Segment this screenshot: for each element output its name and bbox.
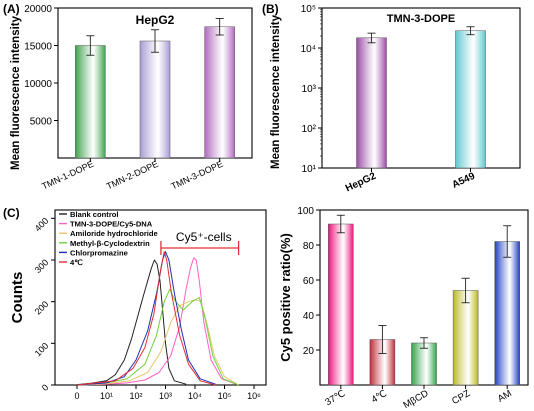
- y-tick-label-a: 15000: [24, 42, 52, 53]
- y-tick-label-c2: 100: [297, 206, 314, 217]
- panel-label-b: (B): [262, 2, 279, 16]
- y-tick-label-c1: 300: [33, 257, 51, 275]
- bar-a549: [455, 30, 486, 169]
- x-tick-label-c1: 10⁵: [218, 391, 232, 401]
- series-line-3: [76, 288, 239, 386]
- chart-title-b: TMN-3-DOPE: [387, 13, 455, 25]
- series-line-5: [76, 251, 216, 386]
- y-tick-label-b: 10⁵: [301, 4, 316, 15]
- legend-label: Blank control: [70, 210, 119, 219]
- series-line-0: [76, 259, 187, 386]
- chart-title-a: HepG2: [136, 13, 175, 27]
- y-axis-label-a: Mean fluorescence intensity: [10, 15, 22, 170]
- x-tick-label-b: A549: [450, 171, 477, 191]
- legend-label: Chlorpromazine: [70, 248, 128, 257]
- x-tick-label-c2: AM: [496, 388, 514, 405]
- y-tick-label-c2: 40: [303, 311, 315, 322]
- x-tick-label-c2: CPZ: [450, 388, 472, 407]
- y-tick-label-c1: 400: [33, 216, 51, 234]
- bar-tmn-3-dope: [204, 26, 235, 159]
- y-tick-label-b: 10²: [302, 124, 317, 135]
- y-tick-label-b: 10³: [302, 84, 317, 95]
- panel-label-a: (A): [3, 2, 20, 16]
- bar-c2-2: [411, 342, 437, 386]
- y-tick-label-c2: 80: [303, 241, 315, 252]
- bar-c2-4: [494, 241, 520, 386]
- plot-frame-b: [321, 7, 521, 169]
- bar-c2-0: [328, 223, 354, 386]
- y-tick-label-c1: 0: [40, 382, 51, 393]
- x-tick-label-c1: 10⁴: [188, 391, 202, 401]
- series-line-2: [76, 299, 239, 386]
- x-tick-label-c1: 10²: [129, 391, 142, 401]
- gate-label: Cy5⁺-cells: [176, 230, 232, 244]
- x-tick-label-c2: 4℃: [370, 388, 390, 406]
- y-tick-label-c2: 20: [303, 346, 315, 357]
- plot-frame-c1: [54, 209, 267, 386]
- y-tick-label-c2: 60: [303, 276, 315, 287]
- x-tick-label-c2: 37℃: [323, 388, 347, 408]
- y-tick-label-b: 10¹: [302, 164, 317, 175]
- y-axis-label-b: Mean fluorescence intensity: [270, 14, 282, 169]
- x-tick-label-b: HepG2: [344, 171, 378, 195]
- y-tick-label-c1: 200: [33, 299, 51, 317]
- x-tick-label-c1: 10³: [159, 391, 172, 401]
- x-tick-label-c1: 10¹: [100, 391, 113, 401]
- y-tick-label-a: 20000: [24, 4, 52, 15]
- x-tick-label-a: TMN-2-DOPE: [105, 159, 160, 192]
- x-tick-label-a: TMN-1-DOPE: [40, 159, 95, 192]
- bar-hepg2: [356, 37, 387, 169]
- legend-label: 4℃: [70, 258, 83, 267]
- x-tick-label-c1: 0: [74, 391, 79, 401]
- legend-label: Amiloride hydrochloride: [70, 229, 158, 238]
- x-tick-label-c2: MβCD: [402, 388, 431, 411]
- y-tick-label-a: 5000: [30, 117, 53, 128]
- bar-tmn-1-dope: [75, 45, 106, 159]
- panel-label-c: (C): [3, 206, 20, 220]
- legend-label: TMN-3-DOPE/Cy5-DNA: [70, 220, 153, 229]
- y-axis-label-c2: Cy5 positive ratio(%): [278, 233, 293, 362]
- y-tick-label-a: 10000: [24, 79, 52, 90]
- y-tick-label-c1: 100: [33, 341, 51, 359]
- bar-tmn-2-dope: [139, 40, 171, 159]
- legend-label: Methyl-β-Cyclodextrin: [70, 239, 150, 248]
- x-tick-label-a: TMN-3-DOPE: [170, 159, 225, 192]
- y-tick-label-b: 10⁴: [301, 44, 316, 55]
- y-axis-label-c1: Counts: [9, 272, 26, 324]
- series-line-1: [76, 257, 239, 386]
- x-tick-label-c1: 10⁶: [247, 391, 261, 401]
- series-line-4: [76, 251, 216, 386]
- bar-c2-3: [452, 290, 479, 386]
